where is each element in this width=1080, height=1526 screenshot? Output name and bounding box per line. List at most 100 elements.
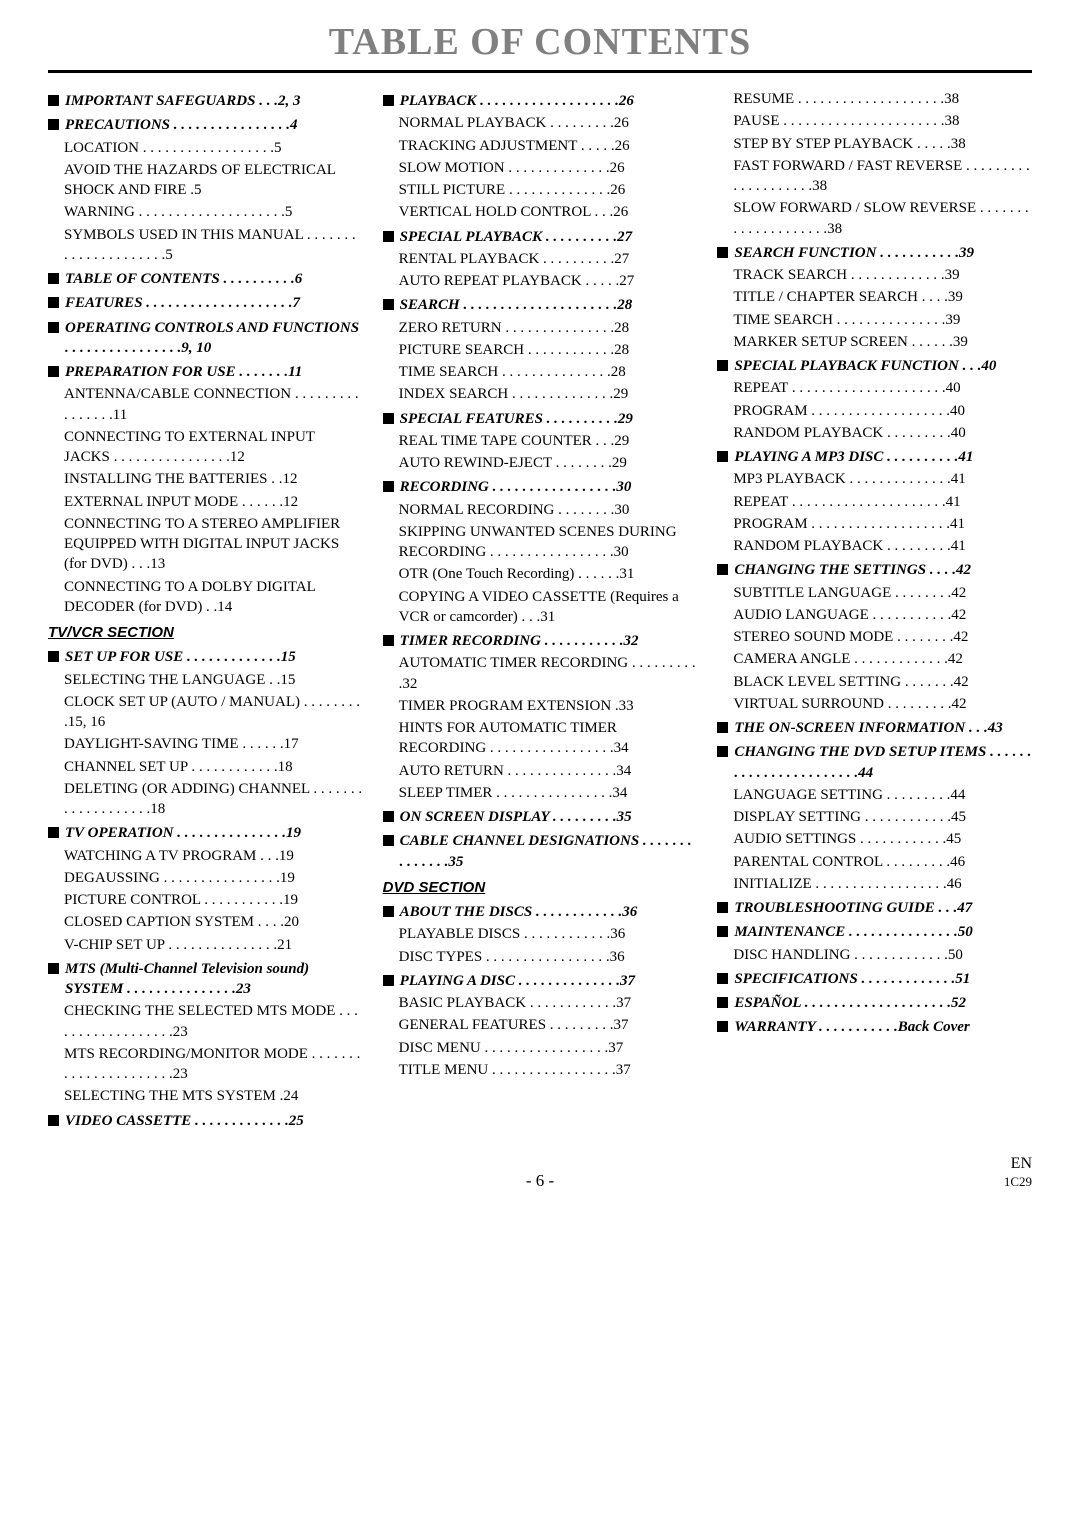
bullet-square-icon [48,366,59,377]
toc-entry: DISC MENU . . . . . . . . . . . . . . . … [383,1038,698,1058]
toc-entry: AVOID THE HAZARDS OF ELECTRICAL SHOCK AN… [48,160,363,201]
toc-entry: RENTAL PLAYBACK . . . . . . . . . .27 [383,249,698,269]
toc-heading-text: PLAYBACK . . . . . . . . . . . . . . . .… [400,91,698,111]
bullet-square-icon [48,651,59,662]
toc-heading: SPECIAL PLAYBACK . . . . . . . . . .27 [383,227,698,247]
toc-heading: SPECIFICATIONS . . . . . . . . . . . . .… [717,969,1032,989]
toc-heading: CABLE CHANNEL DESIGNATIONS . . . . . . .… [383,831,698,872]
bullet-square-icon [383,95,394,106]
toc-entry: INSTALLING THE BATTERIES . .12 [48,469,363,489]
toc-entry: TIME SEARCH . . . . . . . . . . . . . . … [717,310,1032,330]
bullet-square-icon [48,1115,59,1126]
toc-entry: AUTOMATIC TIMER RECORDING . . . . . . . … [383,653,698,694]
toc-heading: TIMER RECORDING . . . . . . . . . . .32 [383,631,698,651]
toc-heading-text: WARRANTY . . . . . . . . . . .Back Cover [734,1017,1032,1037]
column-2: PLAYBACK . . . . . . . . . . . . . . . .… [383,87,698,1131]
bullet-square-icon [383,975,394,986]
toc-entry: TITLE / CHAPTER SEARCH . . . .39 [717,287,1032,307]
toc-heading-text: PRECAUTIONS . . . . . . . . . . . . . . … [65,115,363,135]
bullet-square-icon [717,973,728,984]
toc-entry: DISPLAY SETTING . . . . . . . . . . . .4… [717,807,1032,827]
section-label: DVD SECTION [383,878,698,898]
toc-heading: ABOUT THE DISCS . . . . . . . . . . . .3… [383,902,698,922]
toc-entry: EXTERNAL INPUT MODE . . . . . .12 [48,492,363,512]
toc-heading: TROUBLESHOOTING GUIDE . . .47 [717,898,1032,918]
toc-entry: SLOW MOTION . . . . . . . . . . . . . .2… [383,158,698,178]
toc-entry: REAL TIME TAPE COUNTER . . .29 [383,431,698,451]
toc-heading: THE ON-SCREEN INFORMATION . . .43 [717,718,1032,738]
toc-heading: PLAYING A DISC . . . . . . . . . . . . .… [383,971,698,991]
toc-columns: IMPORTANT SAFEGUARDS . . .2, 3 PRECAUTION… [48,87,1032,1131]
toc-heading: IMPORTANT SAFEGUARDS . . .2, 3 [48,91,363,111]
bullet-square-icon [717,746,728,757]
toc-entry: NORMAL PLAYBACK . . . . . . . . .26 [383,113,698,133]
bullet-square-icon [383,906,394,917]
toc-heading-text: MTS (Multi-Channel Television sound) SYS… [65,959,363,1000]
toc-entry: HINTS FOR AUTOMATIC TIMER RECORDING . . … [383,718,698,759]
toc-entry: CONNECTING TO A STEREO AMPLIFIER EQUIPPE… [48,514,363,575]
toc-entry: CHECKING THE SELECTED MTS MODE . . . . .… [48,1001,363,1042]
toc-heading: SPECIAL FEATURES . . . . . . . . . .29 [383,409,698,429]
toc-heading: ESPAÑOL . . . . . . . . . . . . . . . . … [717,993,1032,1013]
toc-entry: CHANNEL SET UP . . . . . . . . . . . .18 [48,757,363,777]
toc-entry: TIME SEARCH . . . . . . . . . . . . . . … [383,362,698,382]
toc-heading-text: PLAYING A DISC . . . . . . . . . . . . .… [400,971,698,991]
toc-entry: COPYING A VIDEO CASSETTE (Requires a VCR… [383,587,698,628]
toc-entry: SLEEP TIMER . . . . . . . . . . . . . . … [383,783,698,803]
toc-heading: TV OPERATION . . . . . . . . . . . . . .… [48,823,363,843]
toc-entry: PLAYABLE DISCS . . . . . . . . . . . .36 [383,924,698,944]
toc-entry: FAST FORWARD / FAST REVERSE . . . . . . … [717,156,1032,197]
toc-heading: WARRANTY . . . . . . . . . . .Back Cover [717,1017,1032,1037]
toc-heading-text: SPECIAL PLAYBACK FUNCTION . . .40 [734,356,1032,376]
toc-entry: STEP BY STEP PLAYBACK . . . . .38 [717,134,1032,154]
toc-heading-text: ON SCREEN DISPLAY . . . . . . . . .35 [400,807,698,827]
bullet-square-icon [383,811,394,822]
toc-entry: ZERO RETURN . . . . . . . . . . . . . . … [383,318,698,338]
toc-entry: REPEAT . . . . . . . . . . . . . . . . .… [717,378,1032,398]
toc-entry: SELECTING THE LANGUAGE . .15 [48,670,363,690]
bullet-square-icon [717,360,728,371]
toc-heading: PLAYBACK . . . . . . . . . . . . . . . .… [383,91,698,111]
toc-entry: V-CHIP SET UP . . . . . . . . . . . . . … [48,935,363,955]
toc-heading: FEATURES . . . . . . . . . . . . . . . .… [48,293,363,313]
toc-heading-text: SEARCH FUNCTION . . . . . . . . . . .39 [734,243,1032,263]
page-title: TABLE OF CONTENTS [48,20,1032,64]
toc-entry: INITIALIZE . . . . . . . . . . . . . . .… [717,874,1032,894]
toc-heading: MAINTENANCE . . . . . . . . . . . . . . … [717,922,1032,942]
toc-heading-text: TROUBLESHOOTING GUIDE . . .47 [734,898,1032,918]
bullet-square-icon [717,451,728,462]
toc-entry: MP3 PLAYBACK . . . . . . . . . . . . . .… [717,469,1032,489]
toc-heading-text: MAINTENANCE . . . . . . . . . . . . . . … [734,922,1032,942]
toc-entry: WARNING . . . . . . . . . . . . . . . . … [48,202,363,222]
toc-entry: CONNECTING TO A DOLBY DIGITAL DECODER (f… [48,577,363,618]
footer-code: 1C29 [1004,1174,1032,1189]
toc-heading: SEARCH . . . . . . . . . . . . . . . . .… [383,295,698,315]
toc-heading-text: SPECIAL PLAYBACK . . . . . . . . . .27 [400,227,698,247]
toc-heading: RECORDING . . . . . . . . . . . . . . . … [383,477,698,497]
bullet-square-icon [383,299,394,310]
toc-entry: LOCATION . . . . . . . . . . . . . . . .… [48,138,363,158]
toc-entry: TRACKING ADJUSTMENT . . . . .26 [383,136,698,156]
column-3: RESUME . . . . . . . . . . . . . . . . .… [717,87,1032,1131]
toc-heading: SEARCH FUNCTION . . . . . . . . . . .39 [717,243,1032,263]
toc-entry: AUDIO SETTINGS . . . . . . . . . . . .45 [717,829,1032,849]
toc-entry: PICTURE SEARCH . . . . . . . . . . . .28 [383,340,698,360]
bullet-square-icon [717,722,728,733]
toc-entry: CONNECTING TO EXTERNAL INPUT JACKS . . .… [48,427,363,468]
toc-entry: TITLE MENU . . . . . . . . . . . . . . .… [383,1060,698,1080]
toc-heading-text: TABLE OF CONTENTS . . . . . . . . . .6 [65,269,363,289]
bullet-square-icon [717,902,728,913]
toc-heading-text: VIDEO CASSETTE . . . . . . . . . . . . .… [65,1111,363,1131]
toc-entry: ANTENNA/CABLE CONNECTION . . . . . . . .… [48,384,363,425]
toc-entry: MARKER SETUP SCREEN . . . . . .39 [717,332,1032,352]
toc-entry: VIRTUAL SURROUND . . . . . . . . .42 [717,694,1032,714]
section-label: TV/VCR SECTION [48,623,363,643]
toc-entry: AUTO REWIND-EJECT . . . . . . . .29 [383,453,698,473]
toc-heading-text: SPECIFICATIONS . . . . . . . . . . . . .… [734,969,1032,989]
toc-heading-text: SEARCH . . . . . . . . . . . . . . . . .… [400,295,698,315]
toc-heading: TABLE OF CONTENTS . . . . . . . . . .6 [48,269,363,289]
toc-heading-text: RECORDING . . . . . . . . . . . . . . . … [400,477,698,497]
toc-entry: SKIPPING UNWANTED SCENES DURING RECORDIN… [383,522,698,563]
toc-heading-text: FEATURES . . . . . . . . . . . . . . . .… [65,293,363,313]
toc-entry: NORMAL RECORDING . . . . . . . .30 [383,500,698,520]
